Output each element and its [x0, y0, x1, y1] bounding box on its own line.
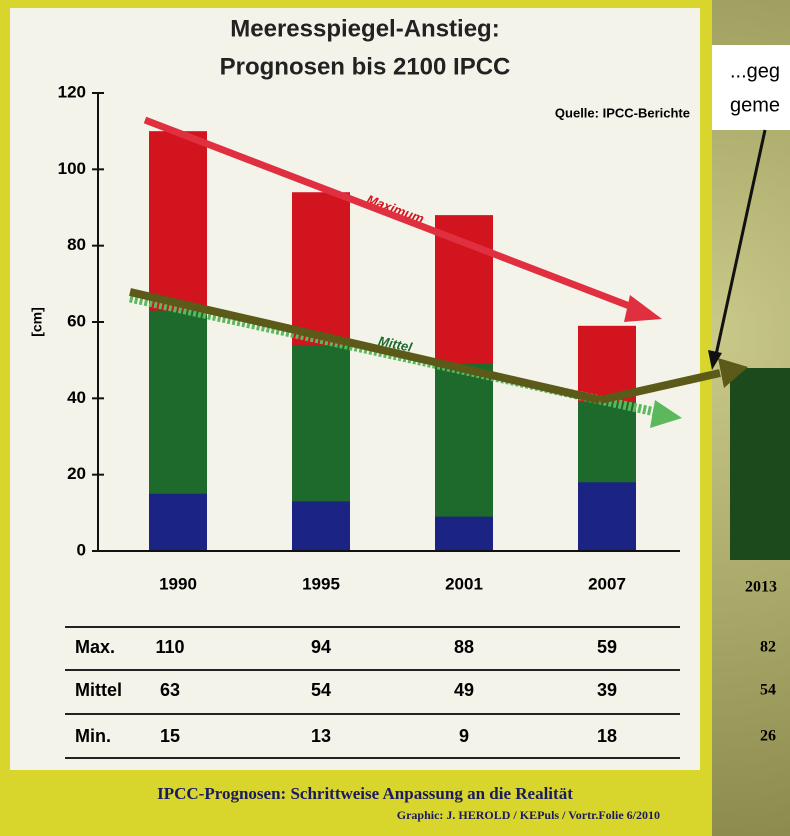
- table-value: 88: [454, 637, 474, 657]
- trend-arrow-head: [718, 358, 748, 388]
- footer: IPCC-Prognosen: Schrittweise Anpassung a…: [157, 784, 573, 803]
- table-value: 59: [597, 637, 617, 657]
- trend-arrow: [599, 369, 721, 404]
- table-value: 15: [160, 726, 180, 746]
- mean-arrow-head: [650, 400, 682, 428]
- y-axis-label: [cm]: [29, 307, 45, 337]
- x-tick-label: 1995: [302, 574, 340, 593]
- table-row-label: Max.: [75, 637, 115, 657]
- table-value: 39: [597, 680, 617, 700]
- table-value: 54: [311, 680, 331, 700]
- x-tick-label: 2001: [445, 574, 483, 593]
- side-value: 82: [760, 639, 776, 656]
- y-tick-label: 120: [58, 82, 86, 101]
- arrows: [129, 116, 767, 428]
- table-value: 9: [459, 726, 469, 746]
- side-value: 54: [760, 682, 776, 699]
- table-value: 63: [160, 680, 180, 700]
- table-value: 18: [597, 726, 617, 746]
- note-arrow: [714, 129, 767, 356]
- table-value: 110: [155, 637, 184, 657]
- table-value: 49: [454, 680, 474, 700]
- bar: [435, 516, 493, 551]
- credit: Graphic: J. HEROLD / KEPuls / Vortr.Foli…: [397, 808, 660, 822]
- bar: [578, 482, 636, 551]
- chart-title: Meeresspiegel-Anstieg:: [230, 15, 499, 42]
- bar: [149, 493, 207, 551]
- max-arrow: [143, 116, 642, 314]
- note: geme: [730, 94, 780, 116]
- table-row-label: Mittel: [75, 680, 122, 700]
- chart-subtitle: Prognosen bis 2100 IPCC: [220, 53, 511, 80]
- side-category: 2013: [745, 579, 777, 596]
- x-tick-label: 1990: [159, 574, 197, 593]
- table-row-label: Min.: [75, 726, 111, 746]
- source: Quelle: IPCC-Berichte: [555, 105, 690, 120]
- trend-arrow: [129, 288, 601, 404]
- note-box: [712, 45, 790, 130]
- y-tick-label: 60: [67, 311, 86, 330]
- note: ...geg: [730, 60, 780, 82]
- side-bar: [730, 368, 790, 560]
- table-value: 13: [311, 726, 331, 746]
- note-arrow-head: [708, 350, 722, 370]
- side-value: 26: [760, 728, 776, 745]
- table-value: 94: [311, 637, 331, 657]
- y-tick-label: 20: [67, 464, 86, 483]
- y-tick-label: 80: [67, 235, 86, 254]
- y-tick-label: 40: [67, 388, 86, 407]
- x-tick-label: 2007: [588, 574, 626, 593]
- y-tick-label: 0: [77, 540, 86, 559]
- bar: [292, 501, 350, 551]
- max-arrow-head: [624, 295, 662, 322]
- y-tick-label: 100: [58, 159, 86, 178]
